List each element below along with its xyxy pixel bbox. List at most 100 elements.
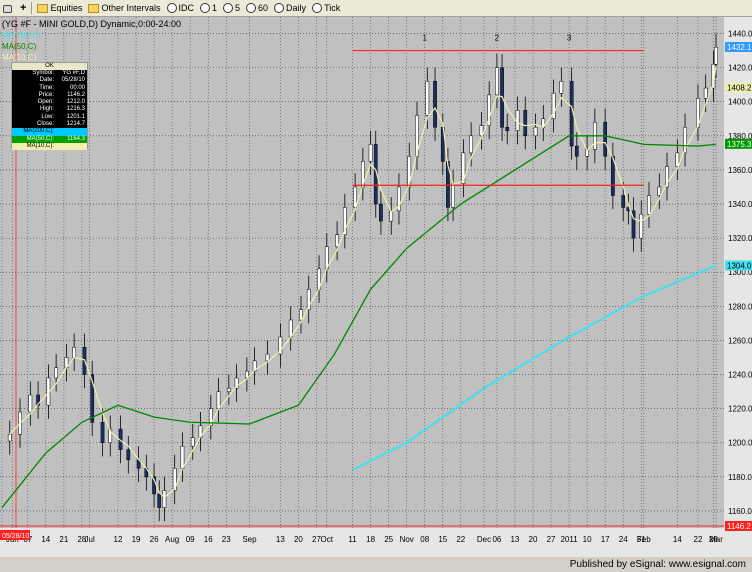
candle-body: [234, 377, 239, 389]
y-tick-label: 1280.0: [728, 302, 752, 311]
publisher-text: Published by eSignal: www.esignal.com: [569, 559, 746, 570]
x-tick-label: 23: [222, 535, 231, 544]
y-tick-label: 1220.0: [728, 405, 752, 414]
peak-annotation: 1: [423, 33, 428, 42]
x-tick-label: 22: [456, 535, 465, 544]
x-tick-label: 18: [366, 535, 375, 544]
circle-icon: [223, 3, 234, 13]
candle-body: [157, 493, 162, 508]
candle-body: [90, 374, 95, 423]
data-window-row: Date: 05/28/10: [12, 77, 87, 84]
candle-body: [216, 391, 221, 409]
candle-body: [657, 186, 662, 196]
toolbar-separator: [31, 2, 33, 14]
circle-icon: [246, 3, 257, 13]
candle-body: [675, 152, 680, 167]
price-chart[interactable]: 1160.01180.01200.01220.01240.01260.01280…: [0, 17, 752, 557]
x-tick-label: 13: [276, 535, 285, 544]
add-button[interactable]: +: [17, 1, 29, 15]
x-tick-label: 13: [510, 535, 519, 544]
candle-body: [631, 210, 636, 239]
data-window-value: 1216.3: [66, 106, 85, 113]
candle-body: [278, 336, 283, 355]
lock-button[interactable]: [0, 1, 17, 15]
data-window-value: YG #F,D: [62, 70, 85, 76]
equities-button[interactable]: Equities: [34, 1, 85, 15]
candle-body: [299, 309, 303, 321]
candle-body: [226, 387, 231, 392]
x-tick-label: 14: [673, 535, 682, 544]
time-axis-background: [0, 528, 724, 557]
price-axis-background: [724, 17, 752, 557]
y-tick-label: 1200.0: [728, 439, 752, 448]
y-tick-label: 1300.0: [728, 268, 752, 277]
ma-corner-label: MA(200,C): [2, 31, 41, 40]
x-tick-label: Sep: [242, 535, 257, 544]
x-tick-label: 16: [204, 535, 213, 544]
candle-body: [533, 127, 538, 137]
other-intervals-button[interactable]: Other Intervals: [85, 1, 163, 15]
candle-body: [190, 437, 195, 447]
y-tick-label: 1380.0: [728, 132, 752, 141]
interval-60-button[interactable]: 60: [243, 1, 271, 15]
data-window-label: MA(10,C):: [26, 142, 54, 149]
data-window-row: Symbol: YG #F,D: [12, 70, 87, 77]
interval-5-button[interactable]: 5: [220, 1, 243, 15]
x-tick-label: 20: [529, 535, 538, 544]
candle-body: [72, 347, 77, 358]
data-window-row: Low: 1201.1: [12, 114, 87, 121]
x-tick-label: 25: [384, 535, 393, 544]
y-tick-label: 1320.0: [728, 234, 752, 243]
y-tick-label: 1180.0: [728, 473, 752, 482]
daily-label: Daily: [286, 3, 307, 13]
chart-area[interactable]: 1160.0 1180.0 1200.0 1220.0 1240.0 1260.0 1280…: [0, 17, 752, 557]
folder-icon: [37, 3, 49, 13]
data-window-label: Open:: [37, 99, 54, 106]
candle-body: [451, 183, 455, 208]
equities-label: Equities: [50, 3, 83, 13]
peak-annotation: 3: [567, 33, 572, 42]
cursor-data-window[interactable]: OK Symbol: YG #F,D Date: 05/28/10 Time: 00:00…: [11, 62, 88, 151]
price-badge-label: 1432.1: [727, 43, 752, 52]
candle-body: [208, 408, 213, 426]
data-window-value: 1212.0: [66, 99, 85, 106]
x-tick-label: 11: [348, 535, 357, 544]
circle-icon: [200, 3, 210, 13]
x-tick-label: Mar: [709, 535, 723, 544]
candle-body: [265, 353, 270, 362]
candle-body: [621, 195, 626, 208]
ma-corner-label: MA(10,C): [2, 53, 37, 62]
data-window-value: 1146.2: [67, 91, 85, 98]
x-tick-label: Aug: [165, 535, 179, 544]
tick-button[interactable]: Tick: [309, 1, 343, 15]
data-window-value: 1164.3: [67, 135, 85, 142]
candle-body: [407, 156, 412, 188]
tick-label: Tick: [324, 3, 341, 13]
x-tick-label: 10: [583, 535, 592, 544]
price-badge-label: 1408.2: [727, 84, 752, 93]
data-window-label: High:: [39, 106, 54, 113]
data-window-row: MA(200,C):: [12, 128, 87, 136]
candle-body: [603, 121, 608, 157]
interval-60-label: 60: [258, 3, 269, 13]
data-window-label: Close:: [36, 121, 54, 128]
circle-icon: [166, 3, 177, 13]
y-tick-label: 1360.0: [728, 166, 752, 175]
candle-body: [54, 367, 58, 379]
y-tick-label: 1340.0: [728, 200, 752, 209]
peak-annotation: 2: [495, 33, 500, 42]
idc-button[interactable]: IDC: [164, 1, 198, 15]
candle-body: [574, 145, 579, 157]
candle-body: [335, 234, 339, 247]
candle-body: [639, 214, 644, 239]
y-tick-label: 1240.0: [728, 371, 752, 380]
candle-body: [469, 135, 473, 154]
x-tick-label: Nov: [400, 535, 414, 544]
interval-1-button[interactable]: 1: [197, 1, 220, 15]
data-window-row: MA(10,C):: [12, 142, 87, 151]
daily-button[interactable]: Daily: [271, 1, 309, 15]
data-window-row: High: 1216.3: [12, 106, 87, 113]
x-tick-label: 20: [294, 535, 303, 544]
x-tick-label: 26: [150, 535, 159, 544]
candle-body: [162, 490, 167, 508]
